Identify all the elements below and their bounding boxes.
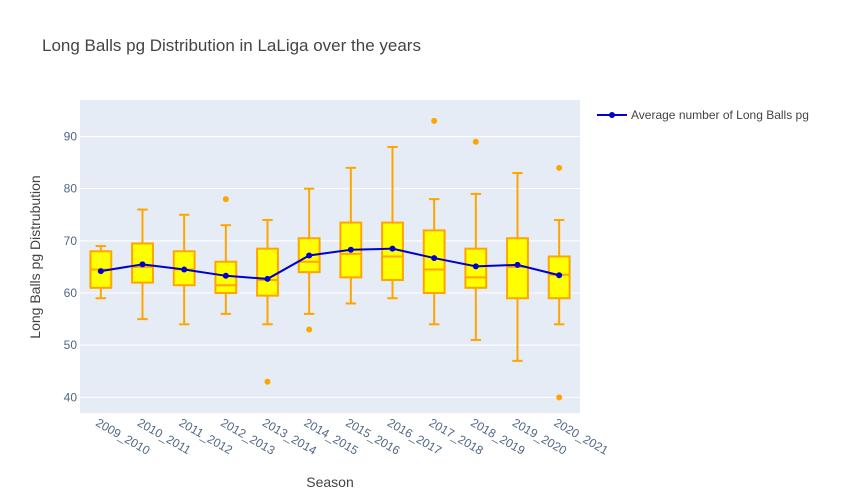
plot-area xyxy=(80,100,580,413)
mean-line-series xyxy=(97,245,563,282)
mean-point[interactable] xyxy=(264,275,271,282)
mean-point[interactable] xyxy=(306,252,313,259)
y-tick-label: 60 xyxy=(64,286,78,300)
y-tick-label: 80 xyxy=(64,182,78,196)
mean-point[interactable] xyxy=(389,245,396,252)
mean-point[interactable] xyxy=(97,268,104,275)
x-tick-labels: 2009_20102010_20112011_20122012_20132013… xyxy=(93,415,611,457)
y-tick-label: 50 xyxy=(64,338,78,352)
outlier-point[interactable] xyxy=(264,378,271,385)
legend-label-average: Average number of Long Balls pg xyxy=(631,108,809,122)
box-iqr xyxy=(256,247,279,297)
x-axis-title: Season xyxy=(306,474,353,490)
mean-point[interactable] xyxy=(556,272,563,279)
box-iqr xyxy=(422,229,446,295)
y-tick-label: 90 xyxy=(64,130,78,144)
outlier-point[interactable] xyxy=(556,394,563,401)
y-axis-title: Long Balls pg Distrubution xyxy=(27,175,43,338)
outlier-point[interactable] xyxy=(556,164,563,171)
box-2017_2018[interactable] xyxy=(422,117,446,326)
outlier-point[interactable] xyxy=(222,196,229,203)
y-tick-labels: 40 50 60 70 80 90 xyxy=(64,130,78,405)
outlier-point[interactable] xyxy=(306,326,313,333)
mean-line xyxy=(100,247,560,280)
chart-title: Long Balls pg Distribution in LaLiga ove… xyxy=(42,36,421,55)
mean-point[interactable] xyxy=(222,272,229,279)
outlier-point[interactable] xyxy=(431,117,438,124)
grid-lines xyxy=(80,136,580,398)
mean-point[interactable] xyxy=(181,266,188,273)
y-tick-label: 70 xyxy=(64,234,78,248)
legend[interactable]: Average number of Long Balls pg xyxy=(597,108,809,122)
mean-point[interactable] xyxy=(139,261,146,268)
mean-point[interactable] xyxy=(514,261,521,268)
mean-point[interactable] xyxy=(431,255,438,262)
y-tick-label: 40 xyxy=(64,390,78,404)
outlier-point[interactable] xyxy=(472,138,479,145)
mean-point[interactable] xyxy=(347,246,354,253)
mean-point[interactable] xyxy=(472,263,479,270)
box-iqr xyxy=(506,237,529,300)
legend-marker xyxy=(609,112,615,118)
